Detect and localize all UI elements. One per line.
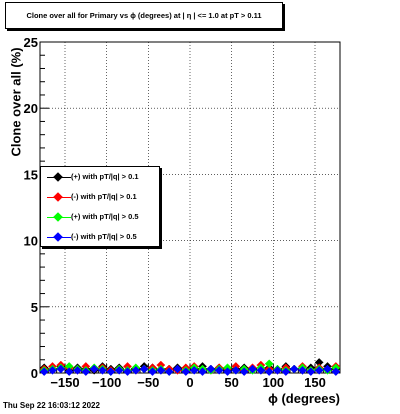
legend-entry: (+) with pT/|q| > 0.1 [41, 170, 159, 186]
data-point [289, 364, 299, 374]
data-point [156, 365, 166, 375]
timestamp-footer: Thu Sep 22 16:03:12 2022 [3, 401, 100, 410]
data-point [198, 367, 207, 377]
y-tick-label: 0 [31, 366, 38, 381]
data-point [331, 367, 341, 377]
data-point [89, 364, 99, 374]
data-point [81, 367, 91, 377]
data-point [239, 367, 249, 377]
data-point [48, 365, 57, 375]
chart-title: Clone over all for Primary vs ϕ (degrees… [26, 11, 262, 20]
data-point [39, 367, 49, 377]
data-point [248, 364, 257, 374]
data-point [73, 365, 82, 375]
x-axis-label: ϕ (degrees) [268, 391, 340, 406]
legend-label: (-) with pT/|q| > 0.1 [71, 192, 137, 201]
data-point [64, 367, 74, 377]
legend-entry: (+) with pT/|q| > 0.5 [41, 210, 159, 226]
data-point [164, 367, 174, 377]
data-point [56, 364, 66, 374]
data-point [323, 364, 332, 374]
data-point [123, 367, 132, 377]
legend: (+) with pT/|q| > 0.1 (-) with pT/|q| > … [40, 166, 160, 247]
data-point [231, 365, 241, 375]
y-tick-label: 15 [24, 167, 38, 182]
data-point [223, 367, 232, 377]
y-tick-label: 25 [24, 35, 38, 50]
data-point [189, 365, 199, 375]
legend-label: (+) with pT/|q| > 0.1 [71, 172, 139, 181]
x-tick-label: −100 [92, 375, 121, 390]
legend-diamond-icon [53, 172, 63, 182]
x-tick-label: 50 [224, 375, 238, 390]
x-tick-label: −50 [137, 375, 159, 390]
data-point [281, 367, 291, 377]
legend-entry: (-) with pT/|q| > 0.5 [41, 230, 159, 246]
x-tick-label: 100 [262, 375, 284, 390]
data-point [173, 364, 182, 374]
data-point [139, 364, 149, 374]
y-tick-label: 5 [31, 300, 38, 315]
y-tick-label: 10 [24, 234, 38, 249]
legend-entry: (-) with pT/|q| > 0.1 [41, 190, 159, 206]
data-point [273, 365, 282, 375]
y-tick-label: 20 [24, 101, 38, 116]
x-tick-label: −150 [50, 375, 79, 390]
data-point [214, 365, 224, 375]
legend-label: (-) with pT/|q| > 0.5 [71, 232, 137, 241]
data-point [206, 364, 216, 374]
y-axis-label: Clone over all (%) [8, 47, 24, 157]
data-point [98, 365, 107, 375]
legend-diamond-icon [53, 232, 63, 242]
legend-diamond-icon [53, 192, 63, 202]
legend-label: (+) with pT/|q| > 0.5 [71, 212, 139, 221]
data-point [131, 365, 141, 375]
legend-diamond-icon [53, 212, 63, 222]
data-point [106, 367, 116, 377]
data-point [298, 365, 307, 375]
data-point [114, 365, 124, 375]
data-point [256, 365, 266, 375]
x-tick-label: 150 [304, 375, 326, 390]
data-point [181, 367, 191, 377]
data-point [264, 367, 274, 377]
data-point [314, 365, 324, 375]
data-point [148, 367, 157, 377]
chart-title-box: Clone over all for Primary vs ϕ (degrees… [5, 2, 283, 29]
x-tick-label: 0 [186, 375, 193, 390]
data-point [306, 367, 316, 377]
